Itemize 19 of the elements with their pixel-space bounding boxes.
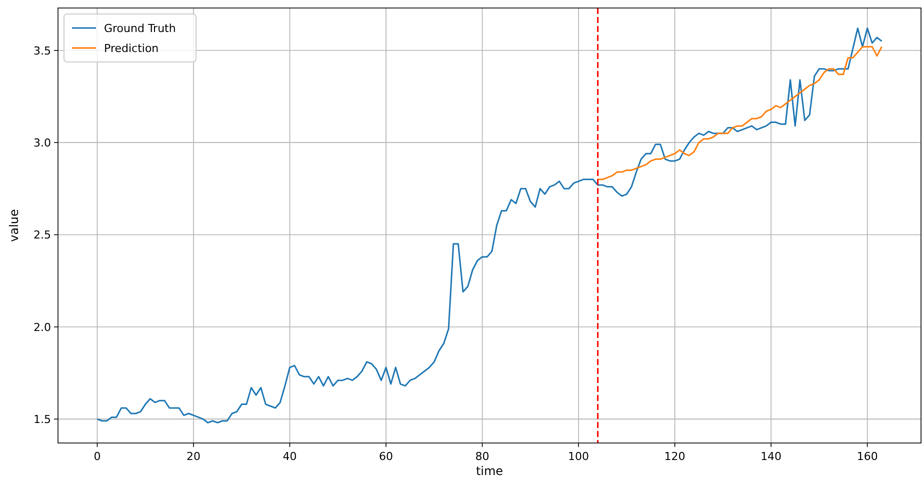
x-tick-label: 20 (186, 450, 200, 463)
y-tick-label: 2.0 (34, 320, 51, 334)
line-series (597, 46, 883, 180)
y-tick-label: 3.0 (34, 136, 51, 150)
x-tick-label: 140 (760, 450, 782, 463)
x-tick-label: 0 (94, 450, 101, 463)
y-tick-label: 2.5 (34, 228, 51, 242)
legend-label: Prediction (104, 42, 159, 55)
x-tick-label: 160 (856, 450, 878, 463)
x-tick-label: 60 (379, 450, 394, 463)
y-tick-label: 1.5 (34, 413, 51, 426)
x-tick-label: 80 (475, 450, 490, 463)
legend-label: Ground Truth (104, 22, 176, 35)
x-tick-label: 120 (664, 450, 686, 463)
y-tick-label: 3.5 (34, 44, 51, 58)
x-tick-label: 100 (568, 450, 590, 463)
x-axis-title: time (476, 464, 504, 478)
y-axis-title: value (7, 209, 21, 242)
x-tick-label: 40 (282, 450, 297, 463)
